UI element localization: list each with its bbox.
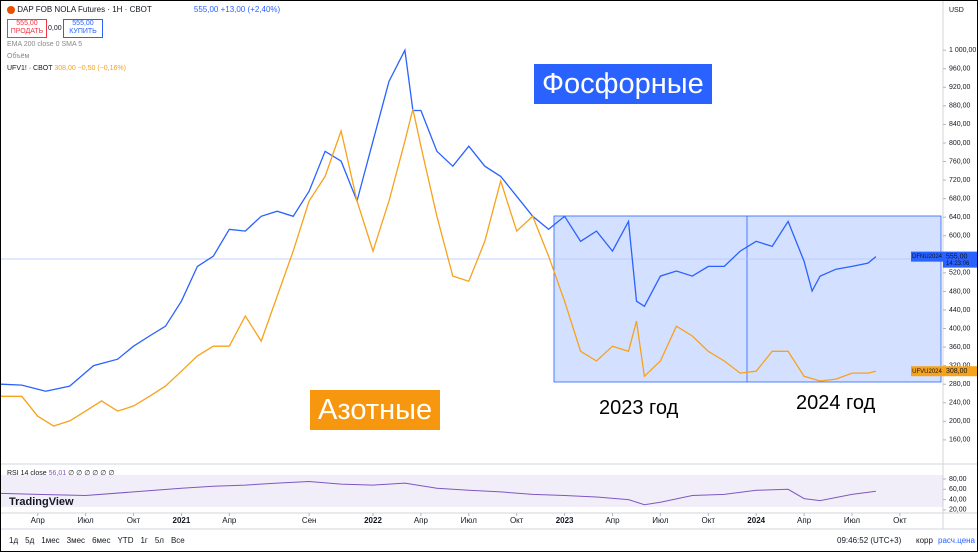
rsi-params: ∅ ∅ ∅ ∅ ∅ ∅ [68,470,115,477]
x-tick-label: Окт [127,516,141,525]
rsi-title: RSI 14 close [7,470,47,477]
x-tick-label: Окт [893,516,907,525]
timeframe[interactable]: 5л [154,536,164,545]
y-tick-label: 240,00 [949,400,971,407]
settlement[interactable]: расч.цена [938,536,976,545]
ticker-tag [911,366,943,377]
y-tick-label: 840,00 [949,121,971,128]
rsi-band [1,475,943,507]
clock: 09:46:52 (UTC+3) [837,536,902,545]
timeframes: 1д 5д 1мес 3мес 6мес YTD 1г 5л Все [9,536,192,545]
symbol2: UFV1! · CBOT [7,65,53,72]
price-tag-label: 555,00 [946,253,968,260]
y-tick-label: 520,00 [949,270,971,277]
y-tick-label: 40,00 [949,496,967,503]
x-tick-label: Июл [77,516,94,525]
price-tag [943,251,977,268]
logo: TradingView [9,496,74,508]
y-tick-label: 20,00 [949,507,967,514]
annotation: Азотные [310,390,441,430]
title: DAP FOB NOLA Futures · 1Н · CBOT [17,5,152,14]
x-tick-label: Сен [302,516,317,525]
y-tick-label: 1 000,00 [949,47,976,54]
x-tick-label: Апр [797,516,812,525]
price-tag [943,366,977,377]
buy-button[interactable]: 555,00 КУПИТЬ [63,19,103,38]
volume-legend: Объём [7,53,30,60]
price-tag-label: 308,00 [946,368,968,375]
timeframe[interactable]: Все [170,536,185,545]
y-tick-label: 360,00 [949,344,971,351]
y-tick-label: 880,00 [949,103,971,110]
timeframe[interactable]: 1мес [41,536,60,545]
x-tick-label: 2022 [364,516,382,525]
buy-label: КУПИТЬ [69,28,97,35]
y-tick-label: 440,00 [949,307,971,314]
x-tick-label: Апр [414,516,429,525]
x-tick-label: 2021 [173,516,191,525]
x-tick-label: Окт [510,516,524,525]
series-line [1,108,877,427]
ticker-tag [911,251,943,262]
timeframe[interactable]: 1д [9,536,19,545]
x-tick-label: Июл [461,516,478,525]
x-tick-label: Апр [222,516,237,525]
series-line [1,480,876,506]
sell-label: ПРОДАТЬ [10,28,44,35]
highlight-box [553,215,942,383]
y-tick-label: 800,00 [949,140,971,147]
y-tick-label: 600,00 [949,233,971,240]
y-tick-label: 80,00 [949,476,967,483]
timeframe[interactable]: 3мес [66,536,86,545]
ema-legend: EMA 200 close 0 SMA 5 [7,41,83,48]
x-tick-label: Июл [652,516,669,525]
x-tick-label: Июл [844,516,861,525]
sell-button[interactable]: 555,00 ПРОДАТЬ [7,19,47,38]
y-tick-label: 640,00 [949,214,971,221]
x-tick-label: Апр [605,516,620,525]
x-tick-label: Апр [31,516,46,525]
x-tick-label: Окт [702,516,716,525]
symbol2-legend: UFV1! · CBOT 308,00 −0,50 (−0,16%) [7,65,126,72]
y-tick-label: 60,00 [949,486,967,493]
y-tick-label: 160,00 [949,437,971,444]
annotation: 2023 год [599,397,679,419]
series-line [1,48,877,392]
y-tick-label: 680,00 [949,195,971,202]
y-tick-label: 960,00 [949,66,971,73]
x-tick-label: 2024 [747,516,765,525]
buy-price: 555,00 [72,20,94,27]
main-price: 555,00 +13,00 (+2,40%) [193,5,281,14]
annotation: 2024 год [796,392,876,414]
y-tick-label: 480,00 [949,288,971,295]
timeframe[interactable]: 1г [140,536,148,545]
chart-title: DAP FOB NOLA Futures · 1Н · CBOT 555,00 … [7,5,280,14]
y-tick-label: 720,00 [949,177,971,184]
currency[interactable]: USD [949,7,964,14]
symbol2-price: 308,00 −0,50 (−0,16%) [54,65,126,72]
y-tick-label: 920,00 [949,84,971,91]
sell-price: 555,00 [16,20,38,27]
adjust[interactable]: корр [916,536,933,545]
rsi-legend: RSI 14 close 56,01 ∅ ∅ ∅ ∅ ∅ ∅ [7,469,114,477]
ticker-label: UFVU2024 [912,369,942,375]
spread: 0,00 [48,25,62,32]
y-tick-label: 400,00 [949,325,971,332]
x-tick-label: 2023 [556,516,574,525]
y-tick-label: 320,00 [949,362,971,369]
timeframe[interactable]: YTD [117,536,134,545]
y-tick-label: 760,00 [949,158,971,165]
countdown-label: 14:23:06 [946,261,970,267]
timeframe[interactable]: 5д [25,536,35,545]
ticker-label: DFNU2024 [912,254,943,260]
y-tick-label: 200,00 [949,418,971,425]
rsi-value: 56,01 [48,470,67,477]
annotation: Фосфорные [534,64,712,104]
y-tick-label: 280,00 [949,381,971,388]
timeframe[interactable]: 6мес [92,536,111,545]
